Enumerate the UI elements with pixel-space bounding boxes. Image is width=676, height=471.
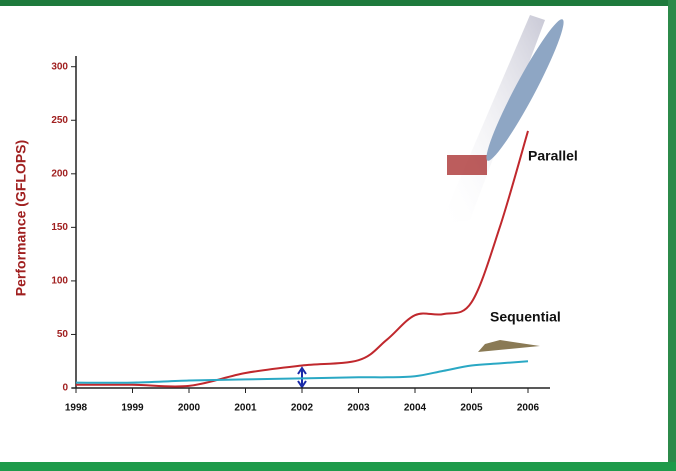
x-tick-label: 2001 <box>234 403 257 414</box>
series-line <box>75 130 529 388</box>
x-tick-label: 2000 <box>178 403 201 414</box>
series-label: Parallel <box>528 148 578 164</box>
y-tick-label: 250 <box>51 115 68 126</box>
y-tick-label: 0 <box>62 383 68 394</box>
jet-decoration <box>440 15 564 225</box>
x-tick-label: 2003 <box>347 403 370 414</box>
y-tick-label: 100 <box>51 276 68 287</box>
series-line <box>75 360 529 384</box>
x-tick-label: 2005 <box>460 403 483 414</box>
x-tick-label: 1999 <box>121 403 144 414</box>
y-tick-label: 150 <box>51 222 68 233</box>
x-tick-label: 1998 <box>65 403 88 414</box>
y-axis-label: Performance (GFLOPS) <box>13 140 29 296</box>
y-tick-label: 200 <box>51 168 68 179</box>
fighter-decoration <box>478 340 540 352</box>
bottom-bar <box>0 462 676 471</box>
right-border <box>668 0 676 471</box>
top-bar <box>0 0 676 6</box>
series-label: Sequential <box>490 309 561 325</box>
x-tick-label: 2004 <box>404 403 427 414</box>
y-tick-label: 50 <box>57 329 69 340</box>
x-tick-label: 2006 <box>517 403 540 414</box>
x-tick-label: 2002 <box>291 403 314 414</box>
y-tick-label: 300 <box>51 61 68 72</box>
